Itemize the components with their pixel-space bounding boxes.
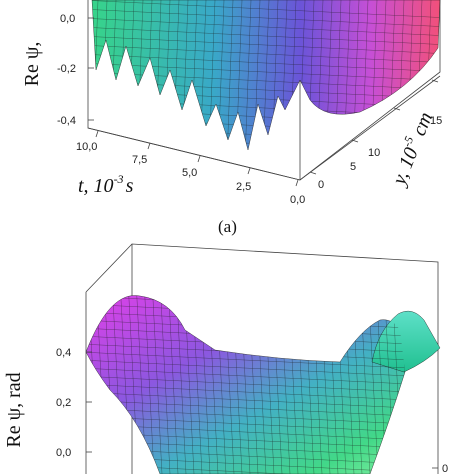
panel-b-side-tick-0: 0: [442, 463, 448, 474]
panel-a-t-tick-4: 0,0: [290, 194, 305, 206]
svg-text:Re ψ,: Re ψ,: [21, 42, 43, 87]
panel-b-z-tick-2: 0,0: [56, 447, 71, 459]
panel-a-z-axis: 0,0 -0,2 -0,4: [57, 13, 94, 127]
panel-a-surface-body: [91, 0, 441, 151]
panel-a-z-tick-0: 0,0: [60, 13, 75, 25]
svg-text:Re ψ, rad: Re ψ, rad: [3, 372, 25, 447]
panel-a-caption: (a): [218, 217, 237, 236]
panel-a-z-tick-1: -0,2: [57, 63, 76, 75]
panel-a-z-label: Re ψ,: [21, 42, 43, 87]
panel-a-t-label: t, 10-3 s: [78, 172, 134, 197]
panel-a-t-tick-1: 7,5: [132, 154, 147, 166]
panel-a-z-tick-2: -0,4: [57, 115, 76, 127]
panel-a-y-tick-3: 0: [318, 179, 324, 191]
panel-b-surface-cap: [371, 310, 441, 373]
panel-a-chart: 0,0 -0,2 -0,4 10,0 7,5 5,0 2,5 0,0 15 10…: [21, 0, 442, 236]
panel-a-y-label: y, 10-5 cm: [385, 108, 437, 190]
panel-a-y-tick-1: 10: [368, 147, 380, 159]
panel-b-surface: [85, 295, 441, 474]
panel-a-surface: [91, 0, 441, 151]
svg-text:y, 10-5 cm: y, 10-5 cm: [385, 108, 437, 190]
panel-a-y-tick-0: 15: [430, 115, 442, 127]
panel-a-y-tick-2: 5: [350, 161, 356, 173]
panel-a-y-axis: 15 10 5 0: [309, 79, 442, 191]
panel-b-z-tick-0: 0,4: [56, 347, 71, 359]
panel-b-chart: 0,4 0,2 0,0 0 Re ψ, rad: [3, 243, 448, 474]
panel-a-base: [87, 75, 441, 181]
panel-a-t-tick-0: 10,0: [76, 141, 97, 153]
panel-b-z-axis: 0,4 0,2 0,0: [56, 347, 92, 459]
panel-a-t-tick-2: 5,0: [182, 167, 197, 179]
panel-a-t-tick-3: 2,5: [236, 181, 251, 193]
panel-b-z-label: Re ψ, rad: [3, 372, 25, 447]
panel-b-z-tick-1: 0,2: [56, 397, 71, 409]
panel-a-t-axis: 10,0 7,5 5,0 2,5 0,0: [76, 130, 305, 206]
